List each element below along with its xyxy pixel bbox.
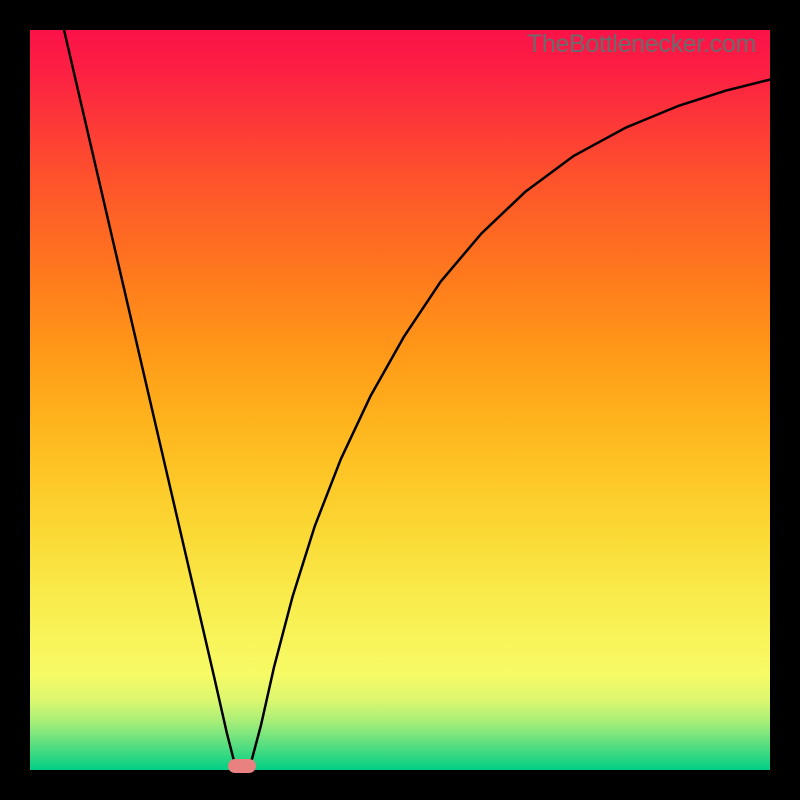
curve-line [30, 30, 770, 770]
minimum-marker [228, 759, 256, 773]
chart-frame: TheBottlenecker.com [0, 0, 800, 800]
watermark-text: TheBottlenecker.com [527, 30, 756, 59]
plot-area [30, 30, 770, 770]
